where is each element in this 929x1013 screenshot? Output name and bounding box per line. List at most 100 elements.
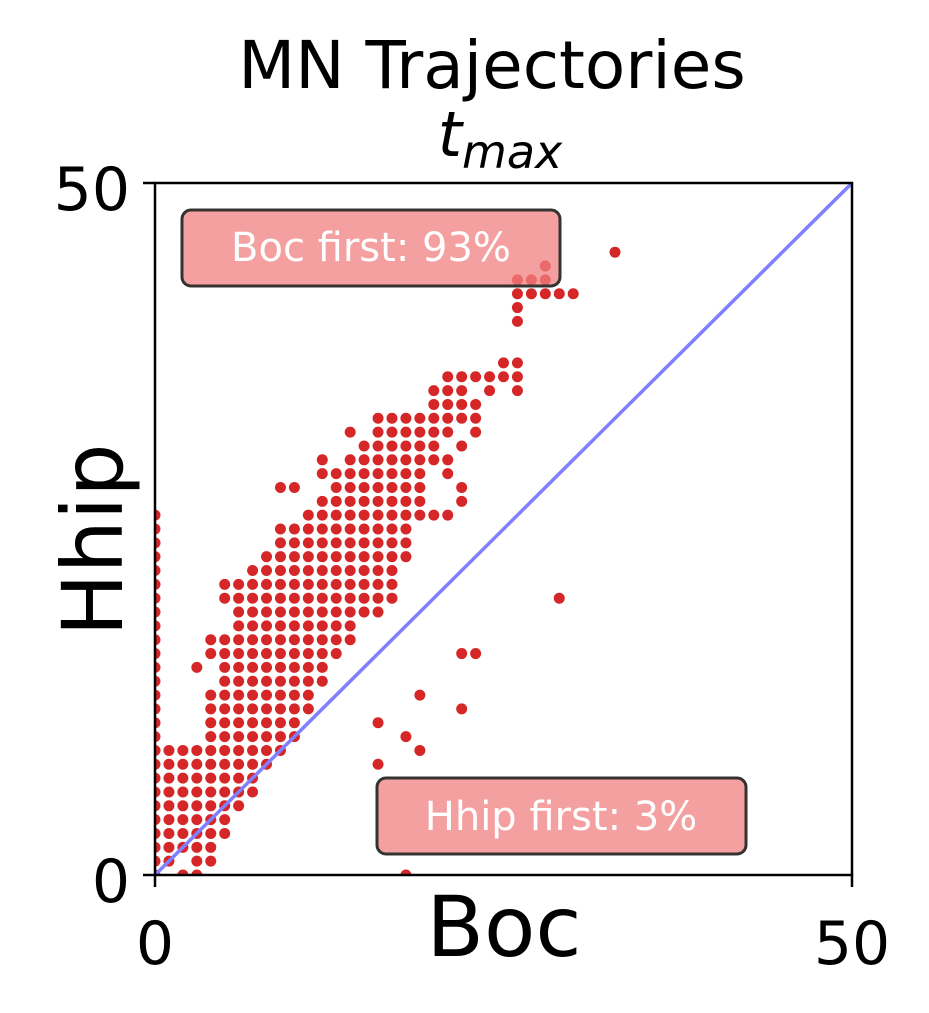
y-axis-label: Hhip [44, 443, 142, 636]
scatter-point [288, 523, 300, 535]
scatter-point [456, 481, 468, 493]
scatter-point [274, 578, 286, 590]
scatter-point [247, 675, 259, 687]
scatter-point [155, 841, 161, 853]
scatter-point [155, 634, 161, 646]
scatter-point [274, 634, 286, 646]
scatter-point [191, 800, 203, 812]
scatter-point [205, 717, 217, 729]
scatter-point [358, 523, 370, 535]
scatter-point [358, 606, 370, 618]
scatter-point [372, 717, 384, 729]
scatter-point [330, 634, 342, 646]
scatter-point [344, 481, 356, 493]
scatter-point [288, 537, 300, 549]
scatter-point [316, 606, 328, 618]
scatter-point [205, 855, 217, 867]
scatter-point [442, 468, 454, 480]
scatter-point [428, 454, 440, 466]
scatter-point [344, 509, 356, 521]
scatter-point [414, 440, 426, 452]
scatter-point [219, 689, 231, 701]
scatter-point [302, 689, 314, 701]
scatter-point [261, 648, 273, 660]
scatter-point [288, 703, 300, 715]
scatter-point [219, 578, 231, 590]
scatter-point [191, 855, 203, 867]
scatter-point [219, 675, 231, 687]
scatter-point [288, 634, 300, 646]
scatter-point [456, 371, 468, 383]
annotation-hhip-first-box [375, 776, 748, 856]
scatter-point [163, 744, 175, 756]
scatter-point [247, 786, 259, 798]
scatter-point [233, 648, 245, 660]
scatter-point [288, 648, 300, 660]
scatter-point [219, 717, 231, 729]
scatter-point [155, 758, 161, 770]
scatter-point [386, 509, 398, 521]
scatter-point [247, 634, 259, 646]
scatter-point [302, 509, 314, 521]
scatter-point [261, 620, 273, 632]
scatter-point [155, 786, 161, 798]
scatter-point [163, 758, 175, 770]
scatter-point [155, 675, 161, 687]
scatter-point [191, 814, 203, 826]
y-tick-label-0: 0 [92, 847, 130, 917]
scatter-point [233, 703, 245, 715]
scatter-point [233, 772, 245, 784]
scatter-point [261, 565, 273, 577]
scatter-point [302, 537, 314, 549]
scatter-point [261, 578, 273, 590]
scatter-point [330, 495, 342, 507]
scatter-point [442, 371, 454, 383]
scatter-point [247, 689, 259, 701]
scatter-point [358, 495, 370, 507]
scatter-point [470, 398, 482, 410]
scatter-point [400, 426, 412, 438]
scatter-point [316, 620, 328, 632]
scatter-point [155, 565, 161, 577]
scatter-point [386, 495, 398, 507]
scatter-point [414, 468, 426, 480]
scatter-point [274, 717, 286, 729]
scatter-point [219, 648, 231, 660]
scatter-point [247, 758, 259, 770]
scatter-point [344, 592, 356, 604]
scatter-point [302, 606, 314, 618]
annotation-boc-first-text: Boc first: 93% [231, 225, 511, 271]
scatter-point [274, 689, 286, 701]
scatter-point [414, 495, 426, 507]
scatter-point [247, 620, 259, 632]
scatter-point [177, 869, 189, 875]
scatter-point [372, 481, 384, 493]
scatter-point [358, 440, 370, 452]
scatter-point [288, 551, 300, 563]
scatter-point [288, 661, 300, 673]
scatter-point [274, 551, 286, 563]
scatter-point [155, 509, 161, 521]
scatter-point [233, 578, 245, 590]
scatter-point [511, 302, 523, 314]
scatter-point [400, 468, 412, 480]
scatter-point [442, 426, 454, 438]
scatter-point [428, 412, 440, 424]
scatter-point [414, 509, 426, 521]
scatter-point [302, 703, 314, 715]
scatter-point [511, 288, 523, 300]
scatter-point [288, 675, 300, 687]
scatter-point [330, 578, 342, 590]
scatter-point [470, 371, 482, 383]
scatter-point [344, 606, 356, 618]
scatter-point [470, 412, 482, 424]
scatter-point [288, 689, 300, 701]
x-tick-label-50: 50 [814, 909, 890, 979]
scatter-point [261, 731, 273, 743]
scatter-point [372, 523, 384, 535]
annotation-boc-first-box [180, 208, 562, 288]
scatter-point [330, 620, 342, 632]
scatter-point [470, 648, 482, 660]
scatter-point [344, 426, 356, 438]
scatter-point [247, 661, 259, 673]
